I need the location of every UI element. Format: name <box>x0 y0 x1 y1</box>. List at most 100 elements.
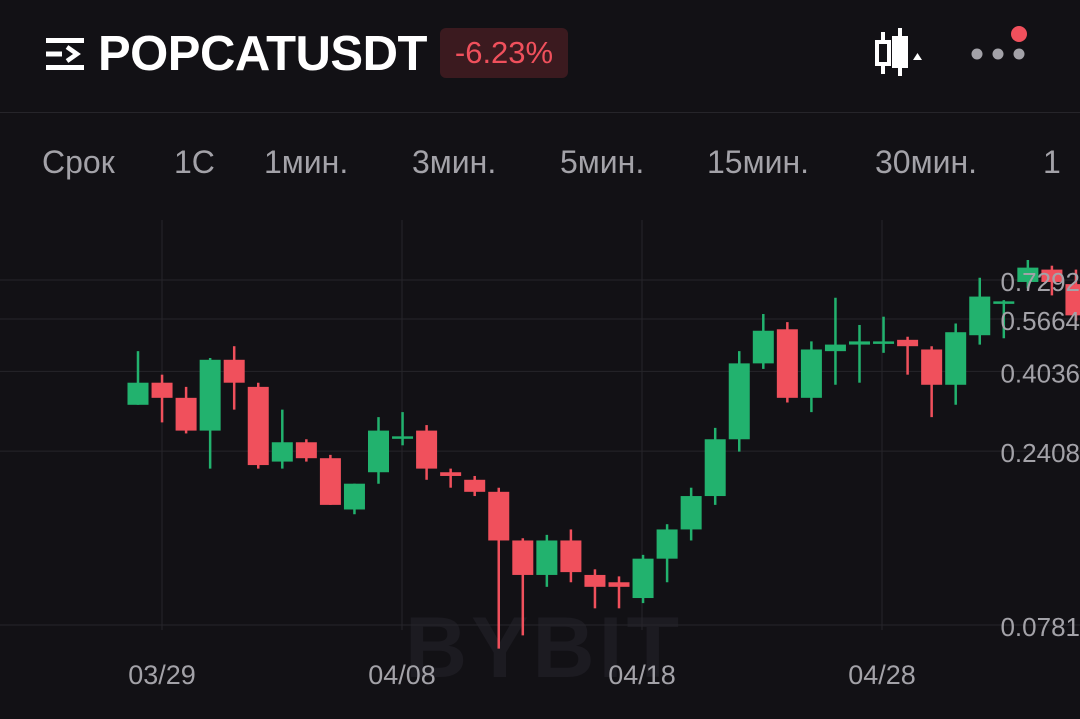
candle-body <box>584 574 606 587</box>
candle <box>945 323 967 405</box>
candle-body <box>247 386 269 466</box>
candle <box>656 524 678 583</box>
candle <box>993 300 1015 339</box>
tf-15min[interactable]: 15мин. <box>707 144 810 180</box>
candle-body <box>632 558 654 599</box>
price-chart[interactable]: BYBIT 0.7292 0.5664 0.4036 0.2408 0.0781 03/2… <box>0 210 1080 719</box>
candle <box>1041 265 1063 296</box>
candle <box>127 351 149 405</box>
candle-body <box>343 483 365 510</box>
y-axis-label: 0.4036 <box>1000 358 1080 388</box>
candle-body <box>416 430 438 469</box>
candle-body <box>897 339 919 347</box>
grid <box>0 220 1080 630</box>
tf-period[interactable]: Срок <box>42 144 115 180</box>
candle <box>800 341 822 413</box>
more-dots-icon[interactable] <box>966 24 1030 74</box>
candle <box>247 382 269 469</box>
candle <box>1017 260 1039 289</box>
candlestick-icon[interactable] <box>872 28 928 78</box>
x-axis-label: 04/18 <box>608 660 676 690</box>
tf-30min[interactable]: 30мин. <box>875 144 978 180</box>
hamburger-list-icon[interactable] <box>46 35 86 73</box>
tf-3min[interactable]: 3мин. <box>412 144 497 180</box>
candle-body <box>223 359 245 383</box>
header-divider <box>0 112 1080 113</box>
header-bar: POPCATUSDT -6.23% <box>0 0 1080 108</box>
y-axis-label: 0.7292 <box>1000 267 1080 297</box>
candle-body <box>392 436 414 439</box>
candle <box>295 439 317 462</box>
candle <box>921 346 943 418</box>
candles <box>127 260 1080 649</box>
x-axis-label: 04/08 <box>368 660 436 690</box>
candle <box>151 374 173 423</box>
candle <box>584 569 606 609</box>
candle-body <box>1041 269 1063 282</box>
candle <box>319 454 341 505</box>
candle <box>728 351 750 452</box>
candle-body <box>656 529 678 559</box>
y-axis-label: 0.2408 <box>1000 438 1080 468</box>
candle-body <box>921 349 943 385</box>
candle <box>632 554 654 604</box>
candle-body <box>728 363 750 440</box>
candle <box>536 534 558 587</box>
price-change-badge: -6.23% <box>440 28 568 78</box>
candle-body <box>800 349 822 398</box>
x-axis-label: 03/29 <box>128 660 196 690</box>
candle-body <box>464 479 486 492</box>
candle-body <box>319 458 341 505</box>
candle-body <box>271 442 293 462</box>
candle <box>1065 269 1080 321</box>
candle-body <box>151 382 173 398</box>
x-axis-label: 04/28 <box>848 660 916 690</box>
tf-5min[interactable]: 5мин. <box>560 144 645 180</box>
candle <box>897 336 919 375</box>
candle-body <box>175 397 197 431</box>
tf-1s[interactable]: 1С <box>174 144 215 180</box>
candle-body <box>560 540 582 573</box>
candle-body <box>608 582 630 587</box>
candlestick-chart[interactable]: 0.7292 0.5664 0.4036 0.2408 0.0781 03/29 04/08… <box>0 210 1080 719</box>
candle <box>608 576 630 609</box>
candle-body <box>704 439 726 497</box>
candle-body <box>969 296 991 336</box>
symbol-title[interactable]: POPCATUSDT <box>98 27 427 81</box>
candle <box>416 425 438 480</box>
candle <box>343 483 365 515</box>
candle-body <box>945 332 967 385</box>
candle <box>223 346 245 410</box>
candle <box>175 386 197 434</box>
candle <box>704 427 726 505</box>
y-axis-label: 0.0781 <box>1000 612 1080 642</box>
candle <box>199 358 221 469</box>
candle-body <box>488 491 510 541</box>
candle <box>440 468 462 488</box>
candle-body <box>512 540 534 575</box>
candle-body <box>295 442 317 459</box>
candle <box>969 277 991 345</box>
candle-body <box>680 496 702 530</box>
candle-body <box>849 341 870 345</box>
candle <box>776 322 798 403</box>
candle-body <box>199 359 221 431</box>
candle <box>512 538 534 636</box>
candle-body <box>1017 267 1039 282</box>
watermark-logo: BYBIT <box>405 600 683 696</box>
candle-body <box>127 382 149 405</box>
candle-body <box>536 540 558 575</box>
y-axis-label: 0.5664 <box>1000 306 1080 336</box>
candle <box>392 412 414 446</box>
timeframe-bar: Срок 1С 1мин. 3мин. 5мин. 15мин. 30мин. … <box>0 130 1080 194</box>
candle <box>464 475 486 497</box>
candle-body <box>1065 284 1080 316</box>
candle-body <box>776 329 798 398</box>
candle <box>271 409 293 469</box>
candle-body <box>993 301 1015 304</box>
candle <box>824 297 846 385</box>
notification-dot <box>1011 26 1027 42</box>
tf-1min[interactable]: 1мин. <box>264 144 349 180</box>
tf-1h[interactable]: 1 <box>1043 144 1061 180</box>
candle <box>873 316 895 353</box>
